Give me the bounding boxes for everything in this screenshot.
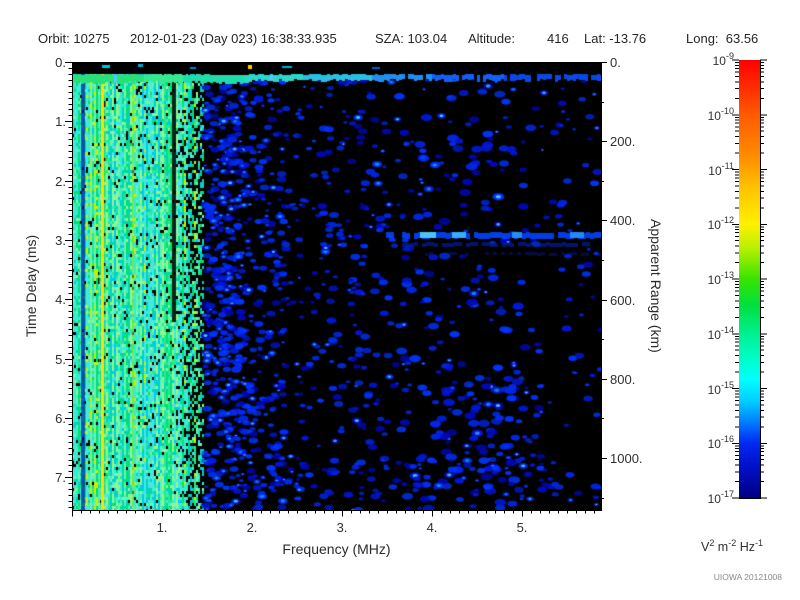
colorbar-label-base: 10 — [707, 273, 721, 287]
tick-label: 200. — [610, 134, 636, 150]
colorbar-label-base: 10 — [707, 108, 721, 123]
ionogram-spectrogram — [72, 62, 601, 510]
tick-label: 400. — [610, 213, 636, 229]
header-field: Long: 63.56 — [686, 31, 759, 46]
tick-label: 600. — [610, 292, 636, 308]
colorbar-tick-label: 10-9 — [692, 51, 734, 68]
colorbar-label-exponent: -16 — [720, 434, 734, 445]
tick-label: 6. — [55, 410, 66, 426]
colorbar-label-exponent: -12 — [720, 215, 734, 226]
units-exponent: 2 — [709, 538, 715, 548]
colorbar — [739, 60, 760, 498]
x-axis-title: Frequency (MHz) — [282, 541, 391, 557]
credit-label: UIOWA 20121008 — [713, 572, 782, 582]
tick-label: 1. — [55, 114, 66, 130]
units-text: m — [714, 540, 729, 554]
tick-label: 5. — [55, 351, 66, 367]
colorbar-units: V2 m-2 Hz-1 — [701, 538, 763, 554]
tick-label: 4. — [55, 292, 66, 308]
colorbar-tick-label: 10-16 — [692, 434, 734, 451]
tick-label: 7. — [55, 470, 66, 486]
colorbar-label-base: 10 — [712, 54, 726, 68]
colorbar-tick-label: 10-10 — [692, 106, 734, 123]
colorbar-label-exponent: -15 — [720, 379, 734, 390]
colorbar-label-base: 10 — [707, 382, 721, 397]
colorbar-tick-label: 10-12 — [692, 215, 734, 232]
tick-label: 2. — [246, 520, 258, 535]
tick-label: 1000. — [610, 451, 643, 466]
colorbar-label-base: 10 — [707, 218, 721, 233]
colorbar-label-base: 10 — [707, 492, 721, 506]
colorbar-tick-label: 10-17 — [692, 489, 734, 506]
header-field: 2012-01-23 (Day 023) 16:38:33.935 — [130, 31, 337, 46]
tick-label: 3. — [55, 232, 66, 248]
header-field: Altitude: — [468, 31, 515, 46]
y-axis-title-text: Time Delay (ms) — [23, 234, 39, 338]
header-field: Orbit: 10275 — [38, 31, 110, 46]
y2-axis-title: Apparent Range (km) — [647, 62, 665, 510]
tick-label: 1. — [156, 520, 168, 535]
units-exponent: -2 — [728, 538, 737, 548]
colorbar-tick-label: 10-15 — [692, 380, 734, 397]
colorbar-label-exponent: -10 — [720, 105, 734, 116]
colorbar-label-exponent: -17 — [720, 489, 734, 499]
colorbar-label-exponent: -14 — [720, 324, 734, 335]
header-field: Lat: -13.76 — [584, 31, 647, 46]
tick-label: 3. — [336, 520, 348, 535]
units-text: V — [700, 540, 710, 554]
header-field: 416 — [547, 31, 569, 46]
tick-label: 800. — [610, 371, 636, 387]
colorbar-label-base: 10 — [708, 163, 722, 178]
tick-label: 0. — [610, 55, 621, 70]
colorbar-label-base: 10 — [707, 437, 721, 452]
tick-label: 4. — [426, 520, 438, 535]
units-exponent: -1 — [754, 538, 763, 548]
tick-label: 0. — [55, 55, 66, 70]
header-field: SZA: 103.04 — [375, 31, 448, 46]
tick-label: 5. — [516, 520, 528, 535]
units-text: Hz — [736, 540, 755, 554]
colorbar-label-exponent: -11 — [721, 160, 734, 171]
y2-axis-title-text: Apparent Range (km) — [648, 219, 664, 353]
colorbar-tick-label: 10-14 — [692, 325, 734, 342]
colorbar-tick-label: 10-13 — [692, 270, 734, 287]
tick-label: 2. — [55, 173, 66, 189]
colorbar-label-base: 10 — [707, 327, 721, 342]
y-axis-title: Time Delay (ms) — [22, 62, 40, 510]
colorbar-label-exponent: -9 — [725, 51, 734, 61]
colorbar-label-exponent: -13 — [720, 270, 734, 280]
colorbar-tick-label: 10-11 — [692, 161, 734, 178]
